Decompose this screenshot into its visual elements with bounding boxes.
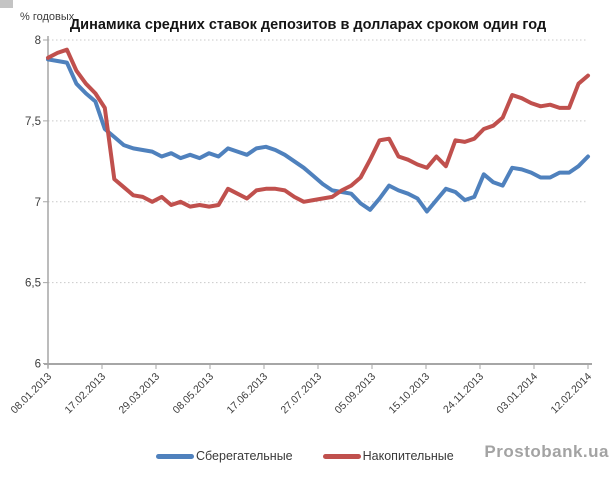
gridlines-group	[48, 39, 588, 284]
legend-label-accumulative: Накопительные	[362, 449, 454, 463]
x-axis-tick-label: 29.03.2013	[116, 371, 162, 417]
y-axis-tick-label: 8	[35, 35, 41, 47]
axes-group	[44, 36, 592, 368]
legend-item-accumulative: Накопительные	[322, 449, 454, 463]
legend: Сберегательные Накопительные	[156, 449, 454, 463]
x-axis-tick-label: 05.09.2013	[332, 371, 378, 417]
legend-swatch-savings	[156, 453, 194, 459]
screenshot-corner-artifact	[0, 0, 13, 8]
y-axis-labels-group: 8 7,5 7 6,5 6	[25, 35, 41, 371]
x-axis-tick-label: 08.01.2013	[8, 371, 54, 417]
y-axis-unit-label: % годовых	[20, 11, 75, 23]
x-axis-labels-group: 08.01.2013 17.02.2013 29.03.2013 08.05.2013…	[8, 371, 594, 417]
y-axis-tick-label: 7,5	[25, 116, 41, 128]
legend-label-savings: Сберегательные	[196, 449, 293, 463]
chart-title: Динамика средних ставок депозитов в долл…	[69, 17, 547, 33]
x-axis-tick-label: 24.11.2013	[441, 371, 486, 416]
x-axis-tick-label: 27.07.2013	[278, 371, 324, 417]
x-axis-tick-label: 17.02.2013	[62, 371, 108, 417]
watermark-prostobank: Prostobank.ua	[484, 442, 609, 461]
x-axis-tick-label: 15.10.2013	[386, 371, 432, 417]
x-axis-tick-label: 03.01.2014	[494, 371, 540, 417]
x-axis-tick-label: 08.05.2013	[170, 371, 216, 417]
x-axis-tick-label: 12.02.2014	[548, 371, 594, 417]
legend-swatch-accumulative	[322, 453, 361, 459]
y-axis-tick-label: 6	[35, 359, 41, 371]
y-axis-tick-label: 7	[35, 197, 41, 209]
tick-marks-group	[43, 39, 589, 369]
legend-item-savings: Сберегательные	[156, 449, 293, 463]
y-axis-tick-label: 6,5	[25, 278, 41, 290]
series-line-accumulative	[46, 47, 590, 209]
x-axis-tick-label: 17.06.2013	[224, 371, 270, 417]
series-line-savings	[46, 57, 590, 214]
series-lines-group	[46, 47, 590, 214]
